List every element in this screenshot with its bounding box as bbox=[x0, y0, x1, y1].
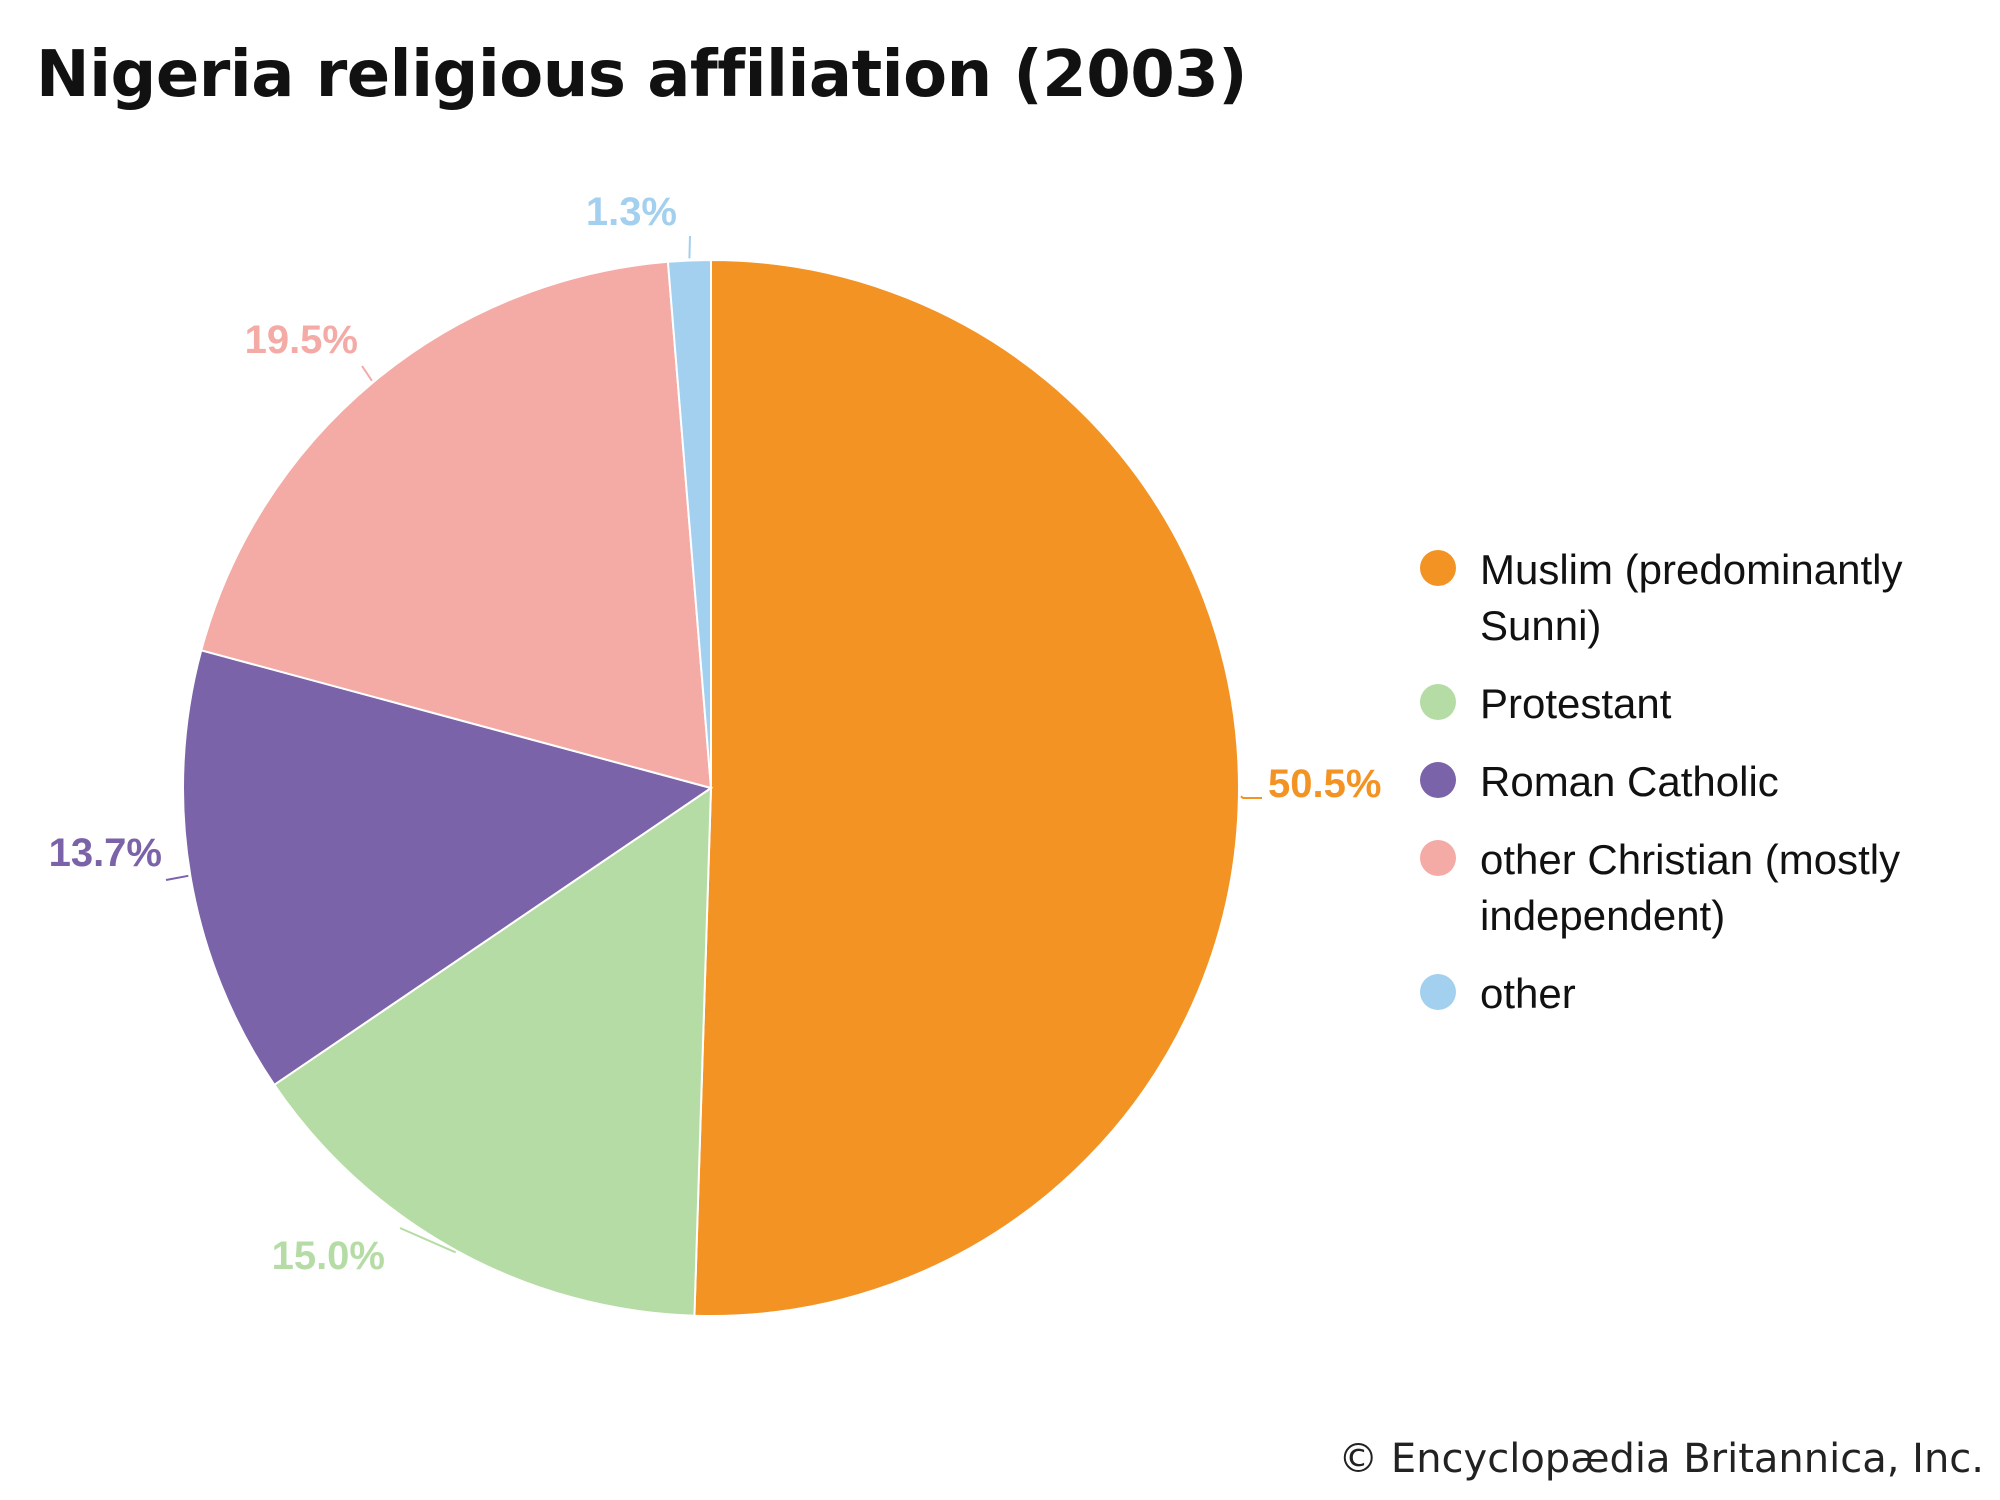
leader-line bbox=[165, 874, 189, 881]
chart-title: Nigeria religious affiliation (2003) bbox=[36, 38, 1248, 112]
legend-item: other bbox=[1418, 966, 1978, 1022]
leader-line bbox=[688, 235, 691, 259]
legend-swatch bbox=[1420, 550, 1456, 586]
leader-line bbox=[1240, 795, 1262, 799]
label-leader-lines bbox=[165, 235, 1262, 1254]
legend: Muslim (predominantly Sunni) Protestant Ro… bbox=[1418, 542, 1978, 1044]
pie-slices bbox=[182, 258, 1240, 1317]
legend-label: Muslim (predominantly Sunni) bbox=[1480, 546, 1903, 649]
legend-label: other bbox=[1480, 970, 1576, 1017]
slice-percent-label: 15.0% bbox=[272, 1234, 385, 1278]
legend-label: other Christian (mostly independent) bbox=[1480, 836, 1901, 939]
legend-item: Protestant bbox=[1418, 676, 1978, 732]
legend-label: Protestant bbox=[1480, 680, 1672, 727]
copyright-notice: © Encyclopædia Britannica, Inc. bbox=[1338, 1436, 1984, 1482]
pie-slice bbox=[200, 260, 713, 790]
legend-item: Roman Catholic bbox=[1418, 754, 1978, 810]
leader-line bbox=[361, 365, 373, 382]
leader-line bbox=[399, 1227, 457, 1254]
legend-swatch bbox=[1420, 762, 1456, 798]
legend-swatch bbox=[1420, 684, 1456, 720]
legend-swatch bbox=[1420, 974, 1456, 1010]
slice-percent-label: 13.7% bbox=[49, 831, 162, 875]
pie-slice bbox=[182, 649, 714, 1087]
pie-slice bbox=[693, 258, 1240, 1317]
legend-item: other Christian (mostly independent) bbox=[1418, 832, 1978, 944]
slice-labels: 50.5% 15.0% 13.7% 19.5% 1.3% bbox=[49, 190, 1382, 1278]
legend-label: Roman Catholic bbox=[1480, 758, 1779, 805]
slice-percent-label: 1.3% bbox=[586, 190, 677, 234]
pie-slice bbox=[666, 258, 712, 789]
slice-percent-label: 50.5% bbox=[1268, 762, 1381, 806]
pie-slice bbox=[272, 786, 713, 1317]
legend-swatch bbox=[1420, 840, 1456, 876]
slice-percent-label: 19.5% bbox=[245, 318, 358, 362]
legend-item: Muslim (predominantly Sunni) bbox=[1418, 542, 1978, 654]
